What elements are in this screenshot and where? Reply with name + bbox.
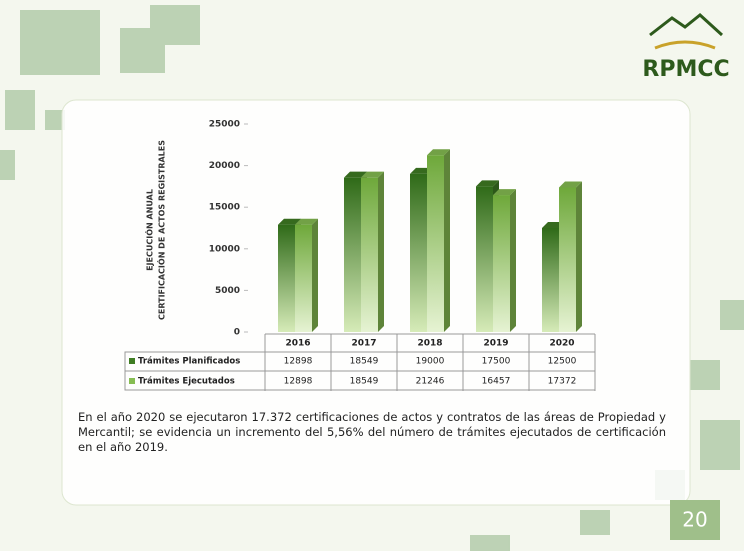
y-tick-label: 10000 — [209, 244, 240, 254]
table-value: 12500 — [548, 357, 577, 367]
x-tick-label: 2017 — [351, 339, 376, 349]
table-value: 16457 — [482, 377, 511, 387]
legend-swatch — [129, 358, 135, 364]
legend-label: Trámites Ejecutados — [138, 377, 235, 387]
y-axis-label: EJECUCIÓN ANUAL — [144, 189, 155, 271]
table-value: 18549 — [350, 377, 379, 387]
x-tick-label: 2019 — [483, 339, 508, 349]
y-tick-label: 15000 — [209, 203, 240, 213]
logo-text: RPMCC — [642, 57, 729, 82]
bar — [344, 177, 361, 332]
legend-swatch — [129, 378, 135, 384]
table-value: 17500 — [482, 357, 511, 367]
bar-top — [278, 218, 301, 225]
logo-arc — [654, 40, 716, 50]
table-value: 12898 — [284, 377, 313, 387]
page-number-box — [670, 500, 720, 540]
bar — [278, 224, 295, 332]
x-tick-label: 2016 — [285, 339, 310, 349]
bar-side — [576, 181, 582, 332]
y-tick-label: 20000 — [209, 161, 240, 171]
bar-top — [427, 149, 450, 156]
bar-side — [312, 218, 318, 332]
bar-top — [344, 171, 367, 178]
table-value: 18549 — [350, 357, 379, 367]
bar-top — [476, 180, 499, 187]
y-tick-label: 25000 — [209, 120, 240, 130]
x-tick-label: 2018 — [417, 339, 442, 349]
x-tick-label: 2020 — [549, 339, 574, 349]
bar — [559, 187, 576, 332]
table-value: 21246 — [416, 377, 445, 387]
bar-top — [559, 181, 582, 188]
legend-label: Trámites Planificados — [138, 357, 240, 367]
bar — [542, 228, 559, 332]
bar — [410, 173, 427, 332]
bar — [427, 155, 444, 332]
description: En el año 2020 se ejecutaron 17.372 cert… — [78, 410, 666, 454]
table-value: 19000 — [416, 357, 445, 367]
page-number: 20 — [682, 508, 707, 532]
bar-side — [444, 149, 450, 332]
bar-top — [493, 189, 516, 196]
bar — [476, 186, 493, 332]
bar-side — [510, 189, 516, 332]
table-value: 17372 — [548, 377, 577, 387]
y-tick-label: 5000 — [215, 286, 240, 296]
table-value: 12898 — [284, 357, 313, 367]
bar-side — [378, 171, 384, 332]
bar — [493, 195, 510, 332]
bar-top — [361, 171, 384, 178]
y-tick-label: 0 — [234, 328, 240, 338]
bar — [361, 177, 378, 332]
bar — [295, 224, 312, 332]
logo-mountain — [649, 13, 724, 37]
bar-top — [295, 218, 318, 225]
y-axis-label: CERTIFICACIÓN DE ACTOS REGISTRALES — [156, 140, 167, 320]
